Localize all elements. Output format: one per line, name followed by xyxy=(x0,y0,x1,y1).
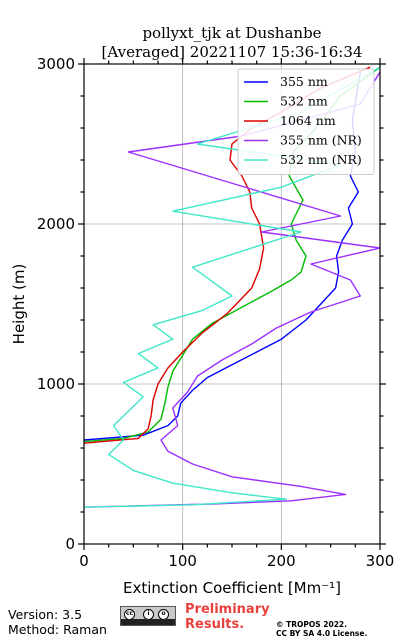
y-tick-label-2: 2000 xyxy=(37,215,75,233)
plot-area xyxy=(84,66,380,508)
y-axis-label: Height (m) xyxy=(10,264,28,345)
y-tick-label-3: 3000 xyxy=(37,55,75,73)
x-tick-label-1: 100 xyxy=(168,552,197,570)
chart: pollyxt_tjk at Dushanbe [Averaged] 20221… xyxy=(10,24,395,597)
legend-label-4: 532 nm (NR) xyxy=(280,152,362,167)
legend: 355 nm 532 nm 1064 nm 355 nm (NR) 532 nm (NR… xyxy=(237,68,375,175)
chart-subtitle: [Averaged] 20221107 15:36-16:34 xyxy=(102,43,363,61)
series-line-532-nm-nr- xyxy=(84,66,380,508)
legend-label-0: 355 nm xyxy=(280,74,328,89)
x-axis-label: Extinction Coefficient [Mm⁻¹] xyxy=(123,579,341,597)
series-line-355-nm-nr- xyxy=(84,71,380,508)
legend-box xyxy=(237,68,375,175)
preliminary-line2: Results. xyxy=(185,617,245,632)
x-tick-label-2: 200 xyxy=(267,552,296,570)
y-tick-label-1: 1000 xyxy=(37,375,75,393)
y-tick-label-0: 0 xyxy=(65,535,75,553)
legend-label-1: 532 nm xyxy=(280,94,328,109)
legend-label-2: 1064 nm xyxy=(280,113,336,128)
preliminary-line1: Preliminary xyxy=(185,602,270,617)
series-line-355-nm xyxy=(84,71,361,441)
cc-by-sa-icon: cc i o xyxy=(120,606,176,626)
x-tick-label-0: 0 xyxy=(79,552,89,570)
copyright-line2: CC BY SA 4.0 License. xyxy=(276,629,368,638)
copyright-line1: © TROPOS 2022. xyxy=(276,620,347,629)
method-text: Method: Raman xyxy=(8,622,107,637)
x-tick-label-3: 300 xyxy=(366,552,395,570)
version-text: Version: 3.5 xyxy=(8,607,83,622)
chart-title: pollyxt_tjk at Dushanbe xyxy=(142,24,321,42)
copyright-notice: © TROPOS 2022. CC BY SA 4.0 License. xyxy=(276,620,367,638)
legend-label-3: 355 nm (NR) xyxy=(280,133,362,148)
preliminary-notice: Preliminary Results. xyxy=(185,602,270,632)
